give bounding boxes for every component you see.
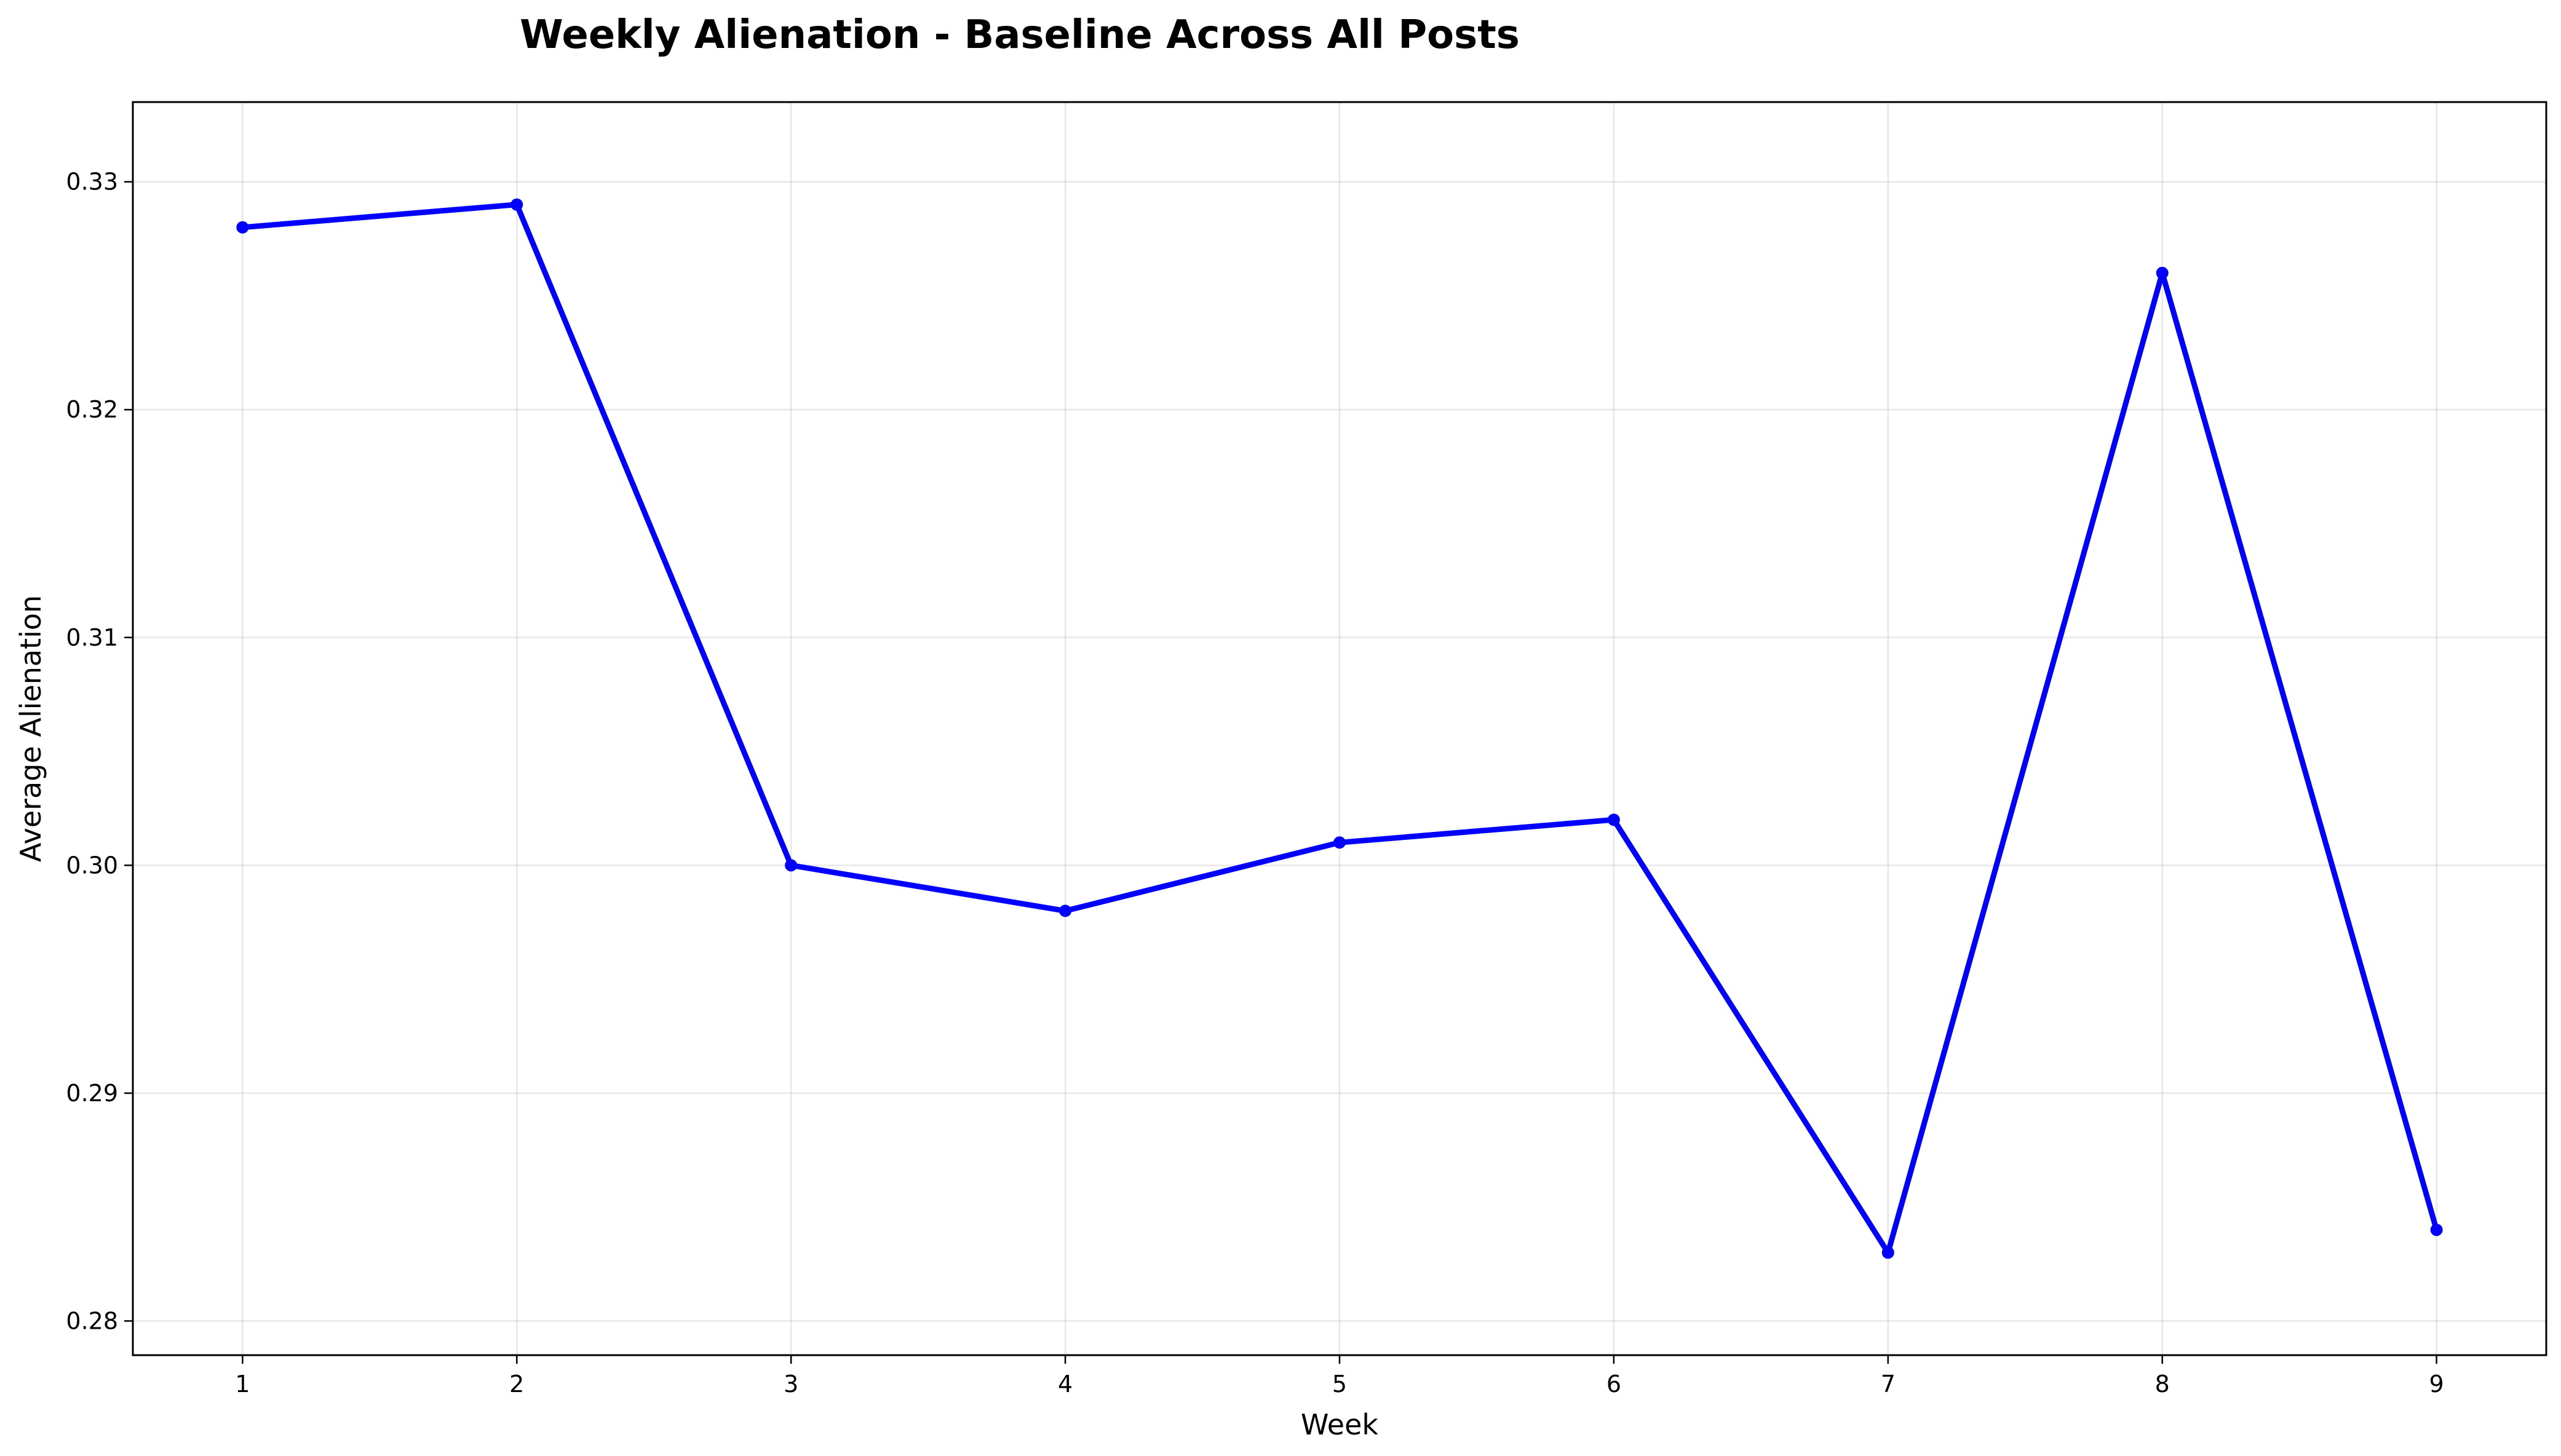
data-point xyxy=(785,859,798,872)
x-tick-label: 2 xyxy=(509,1371,524,1398)
series-layer xyxy=(236,198,2443,1259)
y-tick-label: 0.28 xyxy=(66,1307,118,1334)
data-point xyxy=(1607,813,1620,826)
x-tick-label: 4 xyxy=(1058,1371,1073,1398)
grid xyxy=(133,102,2546,1355)
data-point xyxy=(1333,836,1346,849)
data-point xyxy=(510,198,523,211)
chart-title: Weekly Alienation - Baseline Across All … xyxy=(520,12,1520,58)
x-tick-label: 3 xyxy=(784,1371,798,1398)
y-tick-label: 0.32 xyxy=(66,396,118,423)
y-tick-label: 0.31 xyxy=(66,624,118,651)
y-tick-label: 0.30 xyxy=(66,852,118,879)
x-tick-label: 7 xyxy=(1881,1371,1896,1398)
y-axis-label: Average Alienation xyxy=(14,595,47,862)
x-tick-label: 6 xyxy=(1606,1371,1621,1398)
data-point xyxy=(1881,1246,1894,1259)
y-tick-label: 0.29 xyxy=(66,1080,118,1107)
y-tick-label: 0.33 xyxy=(66,168,118,196)
x-tick-label: 9 xyxy=(2429,1371,2444,1398)
y-axis: 0.28 0.29 0.30 0.31 0.32 0.33 xyxy=(66,168,133,1334)
x-tick-label: 1 xyxy=(235,1371,250,1398)
data-point xyxy=(1059,904,1072,917)
data-point xyxy=(2430,1224,2443,1236)
x-axis-label: Week xyxy=(1301,1408,1378,1441)
x-axis: 1 2 3 4 5 6 7 8 9 xyxy=(235,1355,2444,1398)
data-point xyxy=(2156,266,2169,279)
x-tick-label: 5 xyxy=(1332,1371,1347,1398)
x-tick-label: 8 xyxy=(2155,1371,2170,1398)
data-point xyxy=(236,221,249,234)
